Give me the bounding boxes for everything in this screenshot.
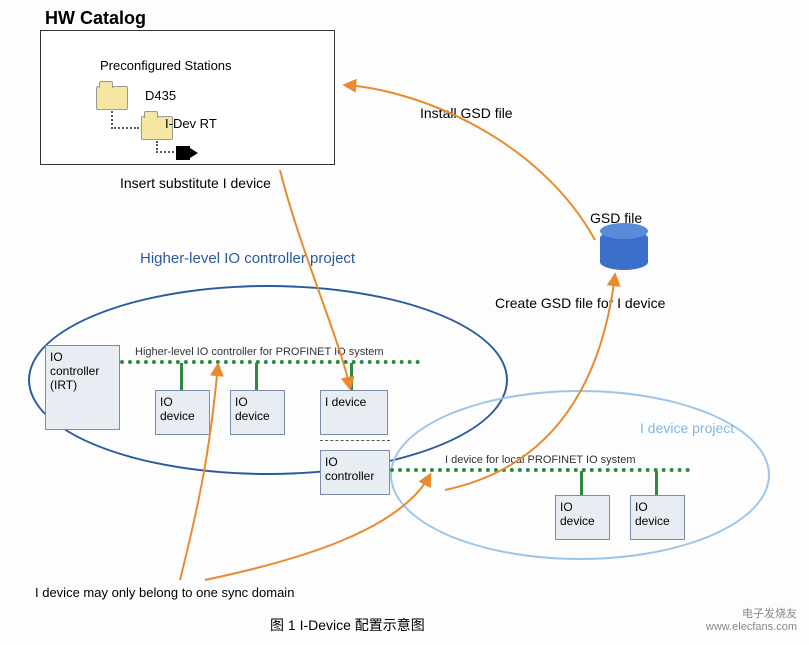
sync-domain-note: I device may only belong to one sync dom… [35, 585, 294, 600]
hw-catalog-box [40, 30, 335, 165]
insert-substitute-label: Insert substitute I device [120, 175, 271, 191]
bus-connector [350, 363, 353, 390]
watermark-line1: 电子发烧友 [706, 605, 797, 621]
watermark-line2: www.elecfans.com [706, 621, 797, 633]
io-device-box: IO device [155, 390, 210, 435]
preconfigured-label: Preconfigured Stations [100, 58, 232, 73]
i-device-box: I device [320, 390, 388, 435]
watermark: 电子发烧友 www.elecfans.com [706, 605, 797, 633]
figure-caption: 图 1 I-Device 配置示意图 [270, 615, 425, 635]
bus-label-low: I device for local PROFINET IO system [445, 454, 636, 466]
bus-connector [255, 363, 258, 390]
tree-connector [111, 111, 139, 129]
io-device-box: IO device [630, 495, 685, 540]
gsd-cylinder-icon [600, 230, 648, 270]
io-controller-box: IO controller [320, 450, 390, 495]
io-device-box: IO device [555, 495, 610, 540]
tree-connector [156, 141, 174, 153]
folder-icon [96, 86, 128, 110]
install-gsd-label: Install GSD file [420, 105, 513, 121]
idevrt-label: I-Dev RT [165, 116, 217, 131]
bus-label-high: Higher-level IO controller for PROFINET … [135, 346, 384, 358]
bus-connector [655, 471, 658, 495]
idevice-config-diagram: HW Catalog Preconfigured Stations D435 I… [0, 0, 809, 645]
io-controller-irt-box: IO controller (IRT) [45, 345, 120, 430]
create-gsd-label: Create GSD file for I device [495, 295, 665, 311]
bus-connector [580, 471, 583, 495]
device-arrow-icon [176, 146, 190, 160]
profinet-bus-high [120, 360, 420, 364]
higher-project-title: Higher-level IO controller project [140, 250, 355, 267]
hw-catalog-title: HW Catalog [45, 8, 146, 29]
io-device-box: IO device [230, 390, 285, 435]
d435-label: D435 [145, 88, 176, 103]
profinet-bus-low [390, 468, 690, 472]
i-device-project-title: I device project [640, 420, 734, 436]
bus-connector [180, 363, 183, 390]
dashed-separator [320, 440, 390, 441]
